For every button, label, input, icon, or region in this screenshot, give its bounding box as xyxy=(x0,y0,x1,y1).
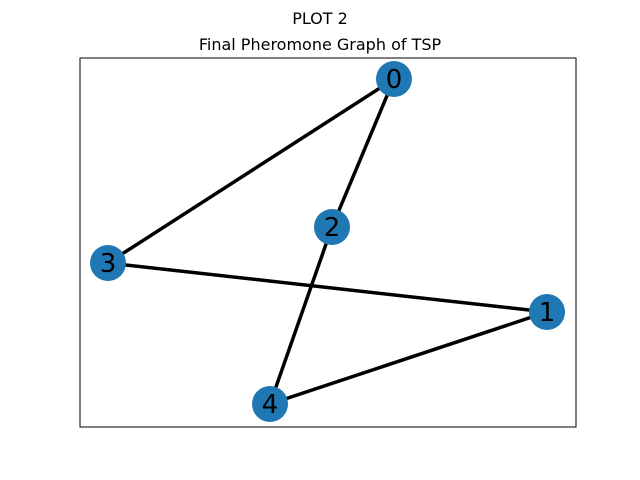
edge-0-3 xyxy=(107,77,395,265)
node-1 xyxy=(529,294,565,330)
edges-layer xyxy=(107,77,548,406)
plot-title: Final Pheromone Graph of TSP xyxy=(199,35,442,54)
axes-frame xyxy=(79,57,577,428)
node-label-4: 4 xyxy=(262,390,279,420)
node-label-3: 3 xyxy=(100,249,117,279)
figure-suptitle: PLOT 2 xyxy=(292,9,348,28)
edge-0-2 xyxy=(330,78,396,228)
node-label-1: 1 xyxy=(539,298,556,328)
nodes-layer: 0 1 2 3 4 xyxy=(90,61,565,422)
node-0 xyxy=(376,61,412,97)
edge-4-1 xyxy=(269,310,548,406)
node-label-2: 2 xyxy=(324,213,341,243)
node-3 xyxy=(90,245,126,281)
node-label-0: 0 xyxy=(386,65,403,95)
node-2 xyxy=(314,209,350,245)
edge-1-3 xyxy=(107,261,548,314)
edge-2-4 xyxy=(268,226,334,405)
node-4 xyxy=(252,386,288,422)
